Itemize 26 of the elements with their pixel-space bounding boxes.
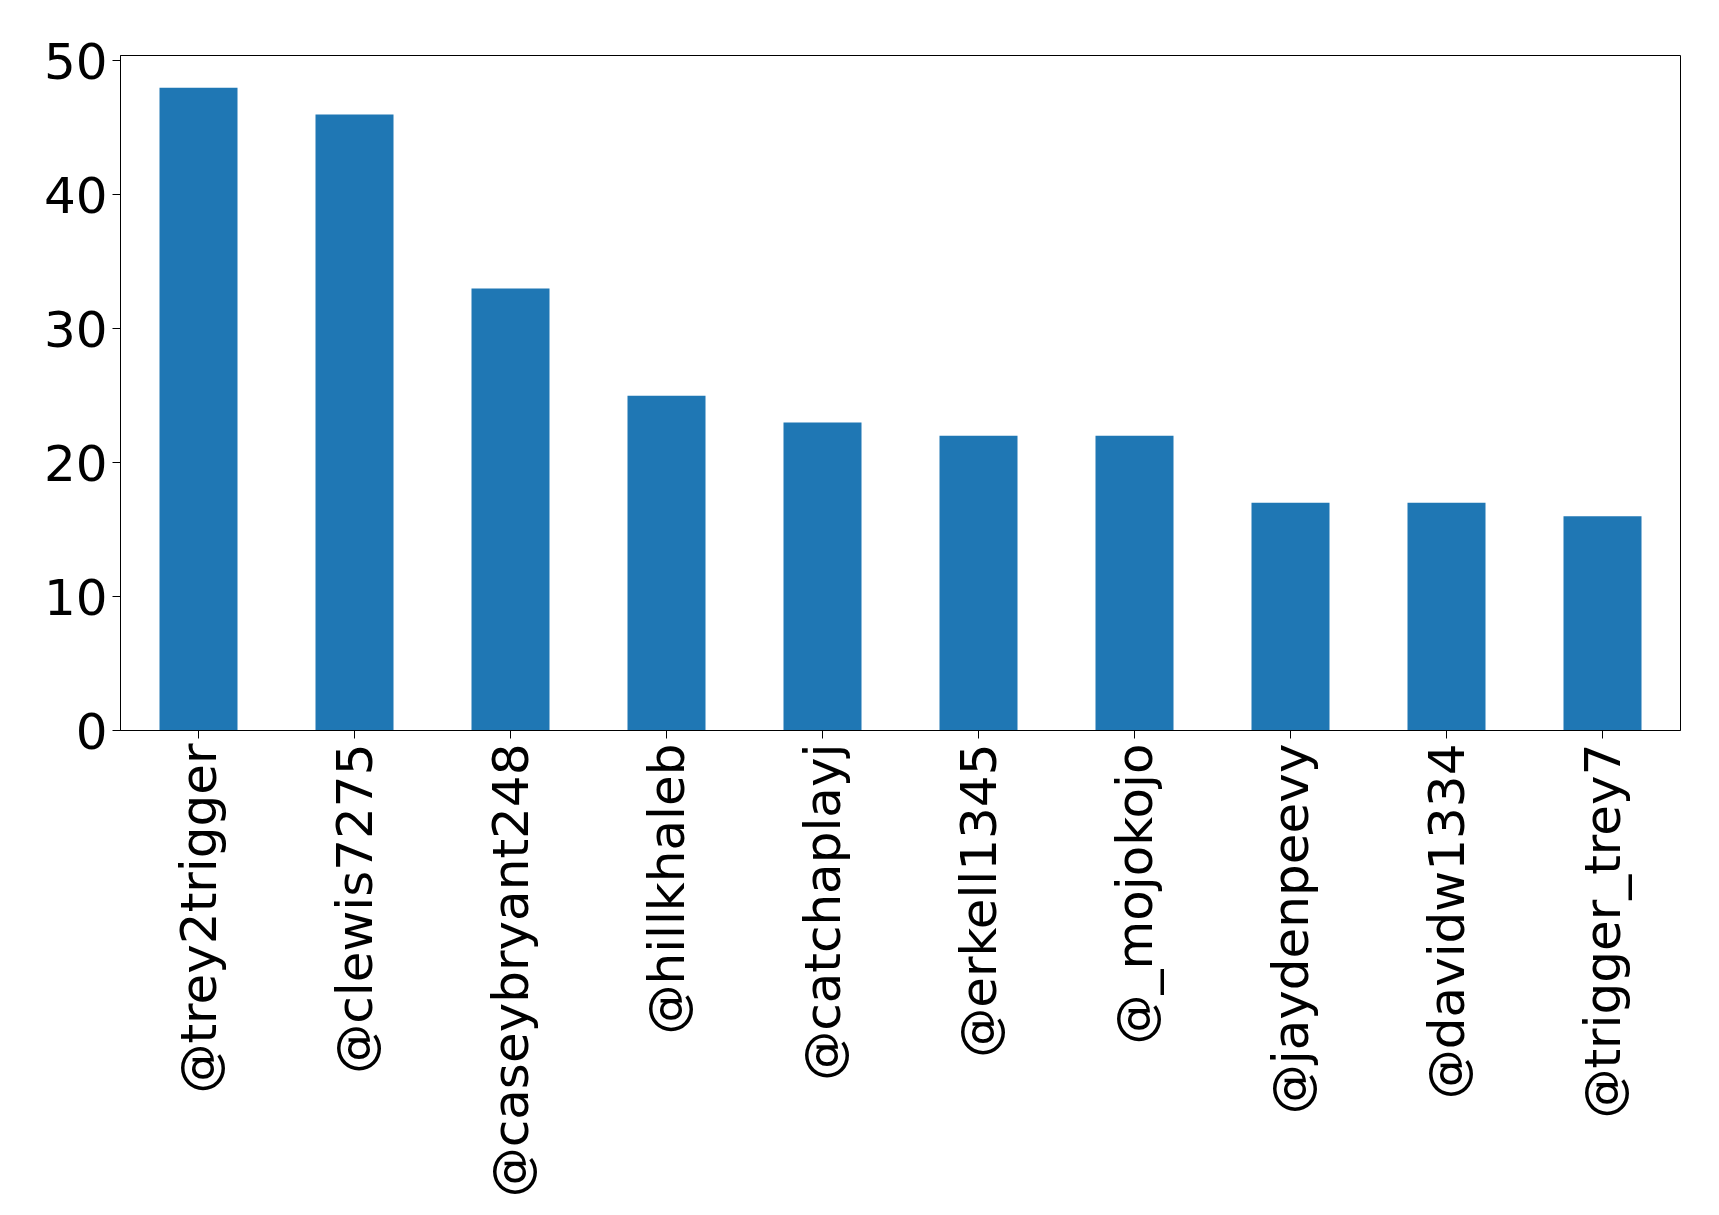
y-tick-label: 40 bbox=[43, 166, 108, 225]
x-tick-label: @hillkhaleb bbox=[637, 743, 696, 1035]
x-tick-label: @clewis7275 bbox=[325, 743, 384, 1074]
y-tick-label: 30 bbox=[43, 300, 108, 359]
x-tick-label: @trey2trigger bbox=[169, 743, 228, 1094]
bar bbox=[471, 288, 550, 731]
x-tick-label: @catchaplayj bbox=[793, 743, 852, 1081]
x-tick-label: @davidw1334 bbox=[1417, 743, 1476, 1100]
bar bbox=[1095, 435, 1174, 731]
bar bbox=[627, 395, 706, 731]
x-tick-label: @trigger_trey7 bbox=[1573, 743, 1632, 1119]
bar bbox=[1563, 516, 1642, 731]
x-tick-label: @jaydenpeevy bbox=[1261, 743, 1320, 1115]
y-tick-label: 0 bbox=[75, 702, 108, 761]
bar bbox=[939, 435, 1018, 731]
x-tick-label: @erkell1345 bbox=[949, 743, 1008, 1058]
y-tick-label: 50 bbox=[43, 32, 108, 91]
y-tick-label: 10 bbox=[43, 568, 108, 627]
bar bbox=[159, 87, 238, 731]
x-tick-label: @_mojokojo bbox=[1105, 743, 1164, 1045]
bar bbox=[783, 422, 862, 731]
x-tick-label: @caseybryant248 bbox=[481, 743, 540, 1198]
y-tick-label: 20 bbox=[43, 434, 108, 493]
bar bbox=[315, 114, 394, 731]
bar bbox=[1407, 502, 1486, 731]
bar bbox=[1251, 502, 1330, 731]
